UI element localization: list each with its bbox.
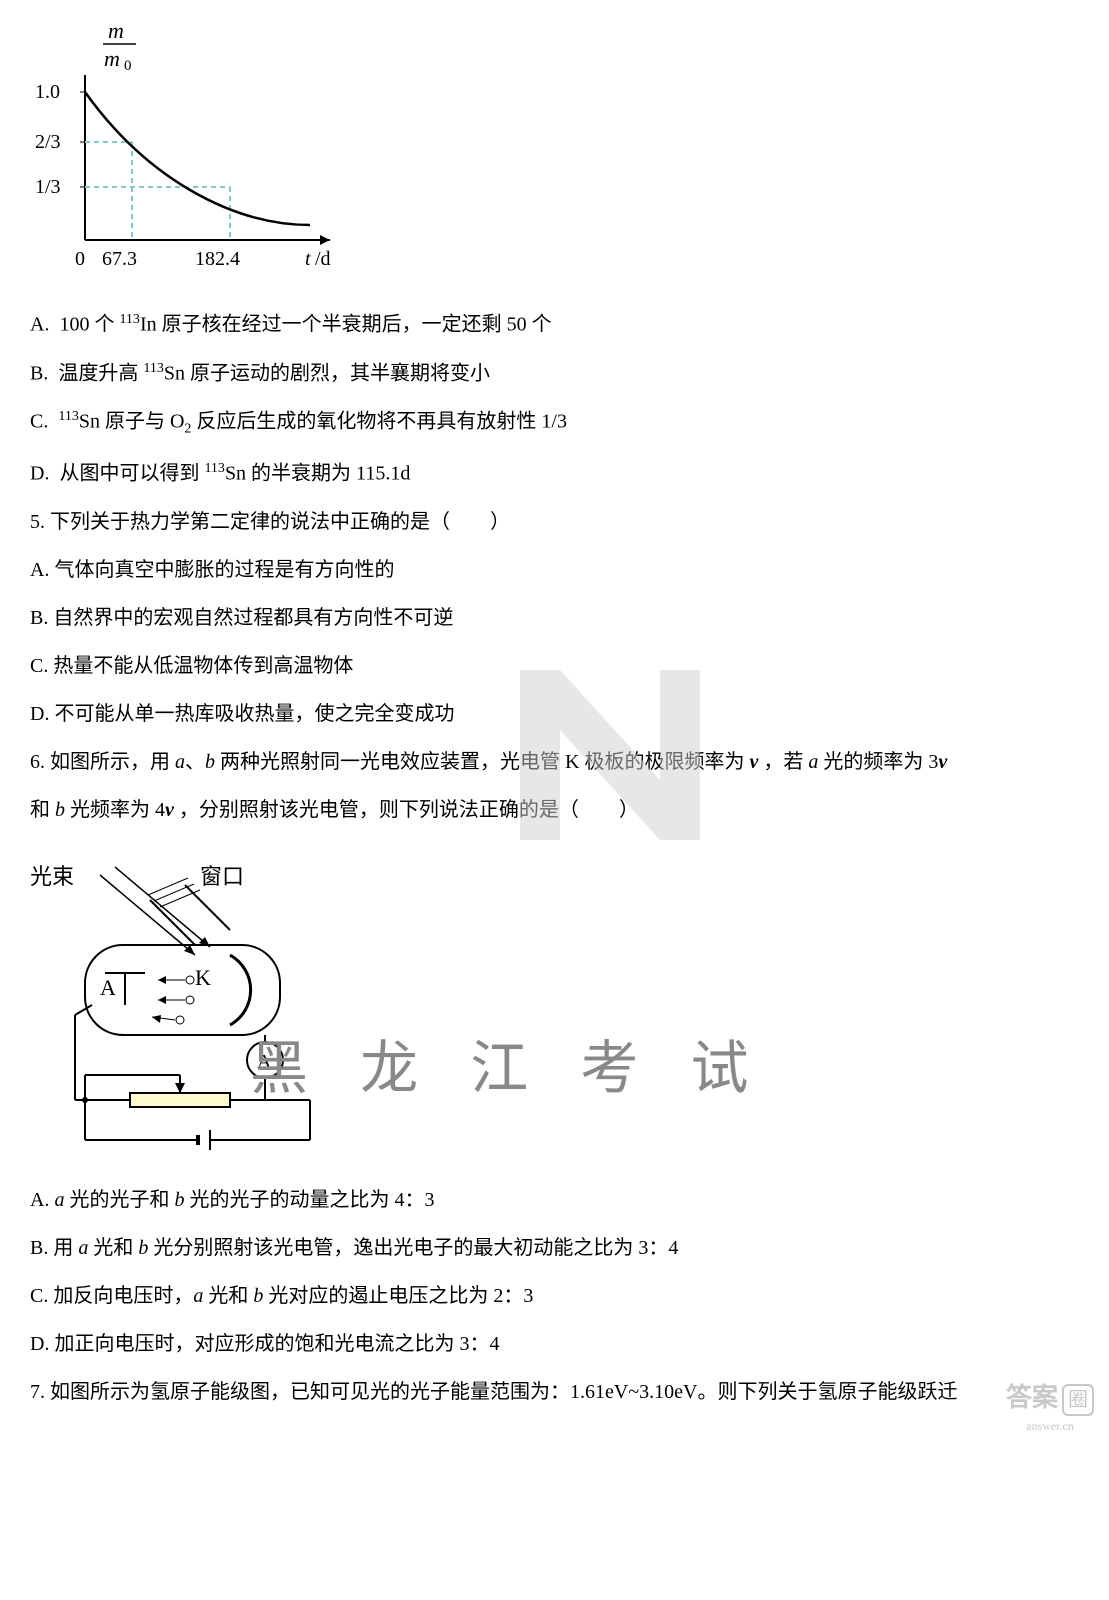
q7-stem: 7. 如图所示为氢原子能级图，已知可见光的光子能量范围为：1.61eV~3.10…	[30, 1377, 1079, 1407]
q6-option-d: D. 加正向电压时，对应形成的饱和光电流之比为 3：4	[30, 1329, 1079, 1359]
svg-text:2/3: 2/3	[35, 131, 61, 153]
q4-option-d: D. 从图中可以得到 113Sn 的半衰期为 115.1d	[30, 458, 1079, 489]
q5-option-b: B. 自然界中的宏观自然过程都具有方向性不可逆	[30, 603, 1079, 633]
q5-option-c: C. 热量不能从低温物体传到高温物体	[30, 651, 1079, 681]
svg-text:1.0: 1.0	[35, 81, 60, 103]
svg-text:m: m	[108, 20, 124, 43]
q4-option-a: A. 100 个 113In 原子核在经过一个半衰期后，一定还剩 50 个	[30, 309, 1079, 340]
decay-curve-svg: m m 0 1.0 2/3 1/3 0 67.3 182.4 t /d	[30, 20, 360, 280]
svg-text:0: 0	[124, 58, 132, 74]
svg-text:0: 0	[75, 248, 85, 270]
svg-text:/d: /d	[315, 248, 331, 270]
svg-text:182.4: 182.4	[195, 248, 240, 270]
decay-chart: m m 0 1.0 2/3 1/3 0 67.3 182.4 t /d	[30, 20, 1079, 289]
q5-option-d: D. 不可能从单一热库吸收热量，使之完全变成功	[30, 699, 1079, 729]
q6-stem-line2: 和 b 光频率为 4ν ，分别照射该光电管，则下列说法正确的是（ ）	[30, 795, 1079, 825]
svg-text:A: A	[100, 975, 116, 1000]
svg-text:m: m	[104, 46, 120, 71]
q6-option-b: B. 用 a 光和 b 光分别照射该光电管，逸出光电子的最大初动能之比为 3：4	[30, 1233, 1079, 1263]
circuit-svg: A K A	[30, 845, 370, 1155]
svg-text:t: t	[305, 248, 311, 270]
svg-text:A: A	[257, 1051, 272, 1073]
q6-stem: 6. 如图所示，用 a、b 两种光照射同一光电效应装置，光电管 K 极板的极限频…	[30, 747, 1079, 777]
q6-option-a: A. a 光的光子和 b 光的光子的动量之比为 4：3	[30, 1185, 1079, 1215]
q4-option-b: B. 温度升高 113Sn 原子运动的剧烈，其半襄期将变小	[30, 358, 1079, 389]
q6-option-c: C. 加反向电压时，a 光和 b 光对应的遏止电压之比为 2：3	[30, 1281, 1079, 1311]
svg-text:K: K	[195, 965, 211, 990]
q5-option-a: A. 气体向真空中膨胀的过程是有方向性的	[30, 555, 1079, 585]
svg-text:1/3: 1/3	[35, 176, 61, 198]
q4-option-c: C. 113Sn 原子与 O2 反应后生成的氧化物将不再具有放射性 1/3	[30, 406, 1079, 440]
photoelectric-circuit: 光束 窗口 A K A	[30, 845, 1079, 1155]
svg-text:67.3: 67.3	[102, 248, 137, 270]
q5-stem: 5. 下列关于热力学第二定律的说法中正确的是（ ）	[30, 507, 1079, 537]
